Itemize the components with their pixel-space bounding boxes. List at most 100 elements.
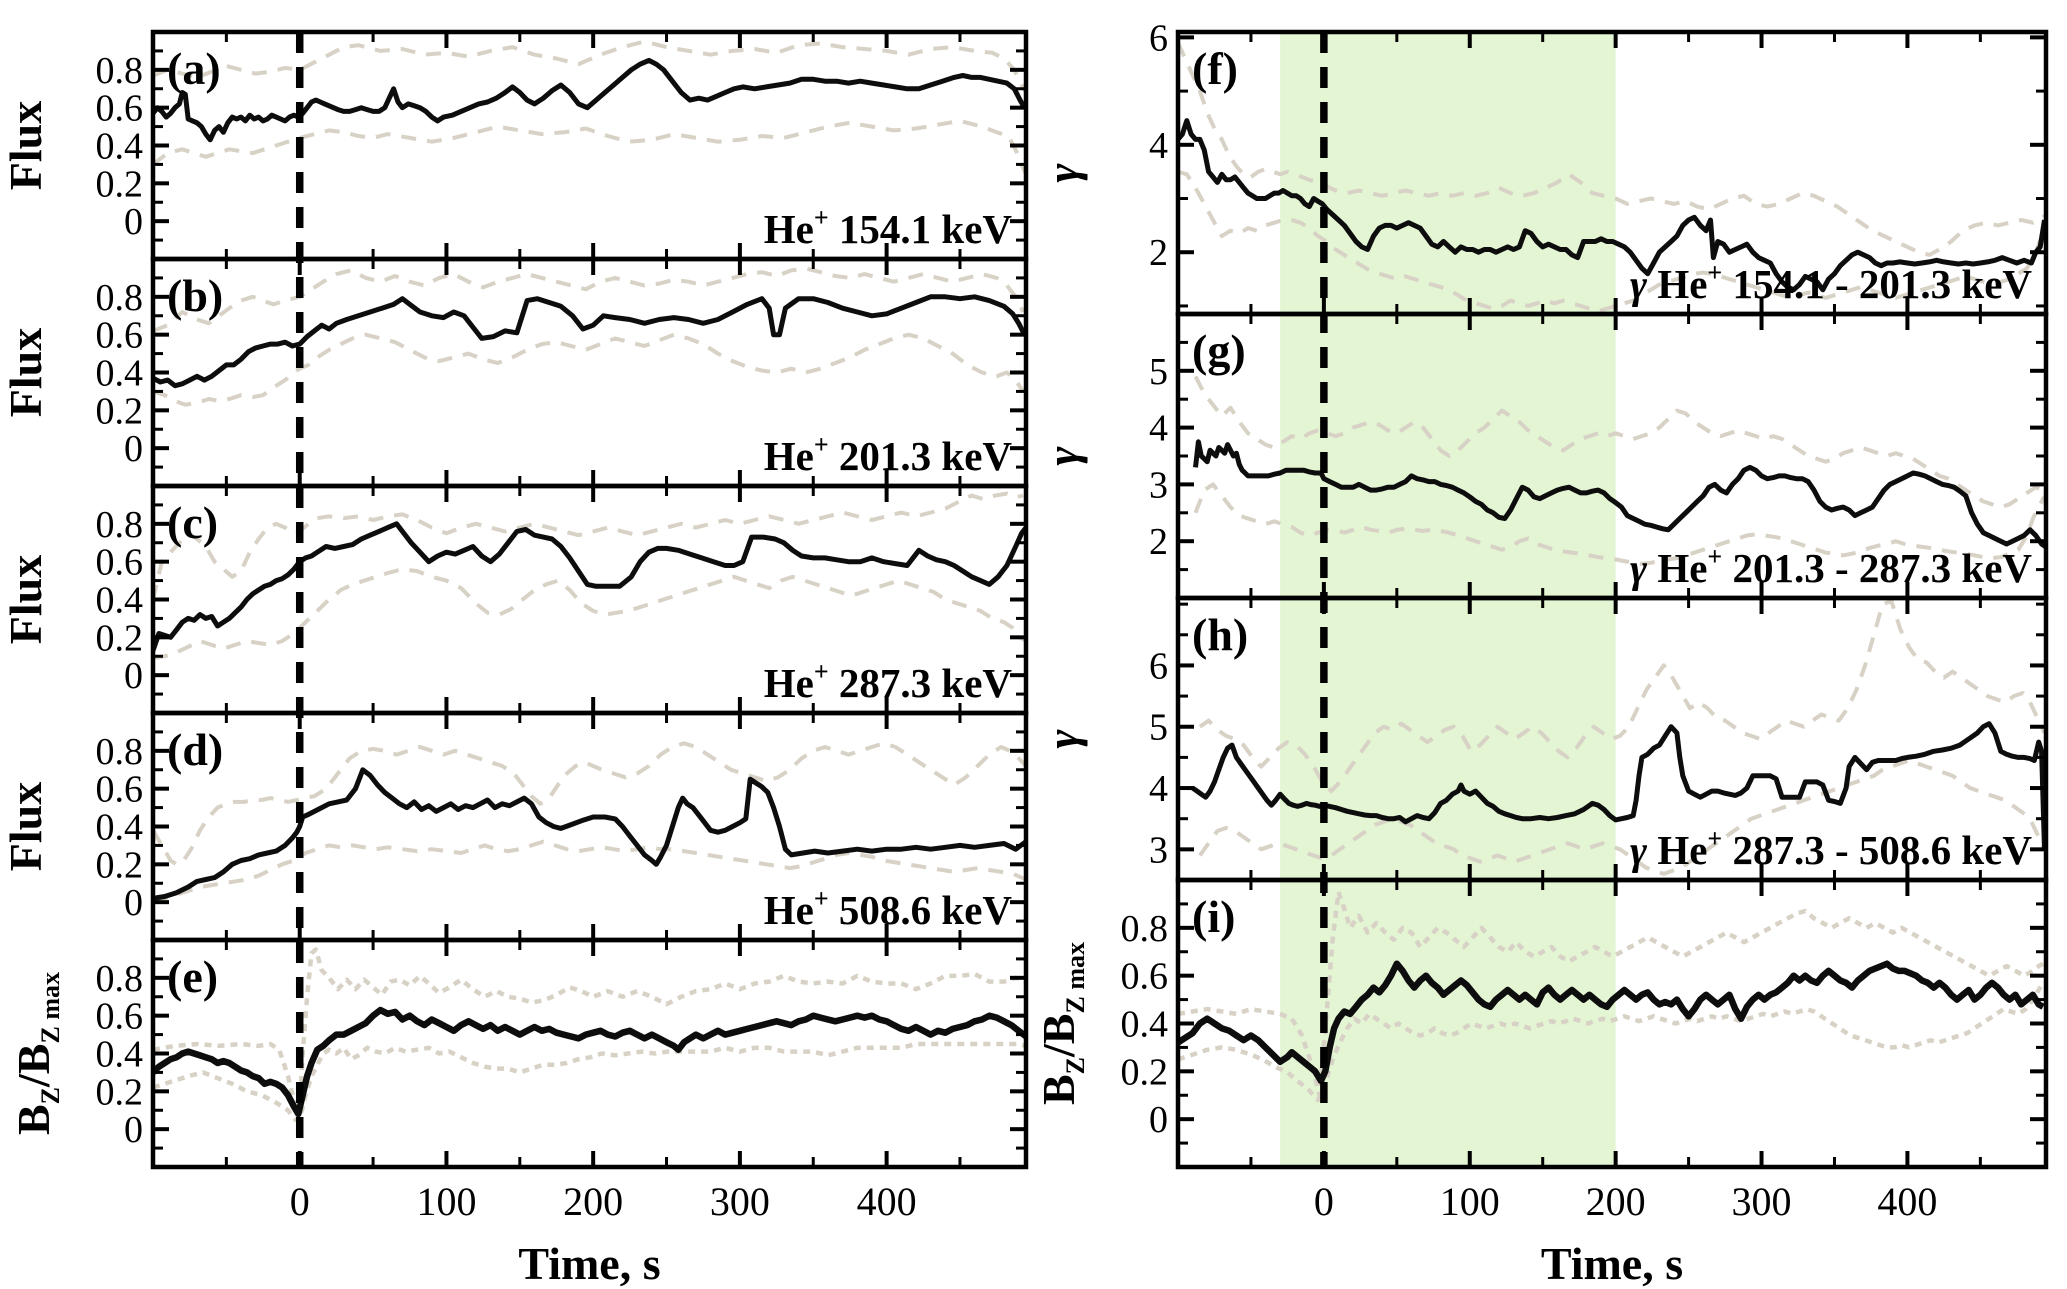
y-tick-label: 0 [124, 882, 143, 924]
channel-label: He+ 508.6 keV [764, 884, 1013, 933]
x-tick-label: 400 [1877, 1179, 1937, 1224]
upper-envelope-line [155, 947, 1024, 1113]
y-tick-label: 2 [1149, 232, 1168, 274]
column-right: 2 4 6 (f) γ He+ 154.1 - 201.3 keV γ 2 3 4 5 (g) γ H… [1033, 17, 2049, 1289]
x-tick-label: 400 [857, 1179, 917, 1224]
upper-envelope-line [155, 741, 1024, 867]
y-tick-label: 3 [1149, 464, 1168, 506]
y-tick-label: 0.8 [96, 504, 144, 546]
y-axis-title: Flux [0, 555, 51, 644]
panel-g: 2 3 4 5 (g) γ He+ 201.3 - 287.3 keV γ [1037, 311, 2049, 601]
y-axis-title: Flux [0, 101, 51, 190]
panel-letter: (i) [1192, 891, 1235, 942]
median-line [1191, 721, 2044, 850]
y-tick-label: 4 [1149, 125, 1168, 167]
upper-envelope-line [155, 39, 1024, 94]
median-line [155, 521, 1024, 652]
y-tick-label: 0.4 [96, 353, 144, 395]
y-tick-label: 0.6 [96, 542, 144, 584]
y-tick-label: 0.4 [96, 126, 144, 168]
y-tick-label: 0.6 [1121, 956, 1169, 998]
x-axis-title: Time, s [518, 1238, 660, 1289]
panel-letter: (b) [167, 270, 223, 321]
y-tick-label: 6 [1149, 17, 1168, 59]
y-tick-label: 5 [1149, 351, 1168, 393]
y-tick-label: 0.6 [96, 769, 144, 811]
panel-g-series [1193, 375, 2044, 566]
panel-e: 00.20.40.60.8 (e) BZ/BZ max [8, 937, 1029, 1170]
median-line [155, 57, 1024, 143]
y-tick-label: 5 [1149, 707, 1168, 749]
panel-c: 00.20.40.60.8 (c) He+ 287.3 keV Flux [0, 483, 1029, 716]
y-tick-label: 0.2 [1121, 1051, 1169, 1093]
lower-envelope-line [1193, 482, 2044, 566]
y-tick-label: 2 [1149, 521, 1168, 563]
y-tick-label: 0.8 [96, 50, 144, 92]
upper-envelope-line [155, 266, 1024, 333]
panel-c-series [155, 491, 1024, 660]
x-axis-title: Time, s [1541, 1238, 1683, 1289]
channel-label: He+ 287.3 keV [764, 657, 1013, 706]
x-tick-label: 300 [1732, 1179, 1792, 1224]
y-axis-title: Flux [0, 782, 51, 871]
y-tick-label: 0.6 [96, 315, 144, 357]
panel-letter: (f) [1192, 43, 1238, 94]
y-tick-label: 0.8 [96, 958, 144, 1000]
y-tick-label: 0.8 [96, 277, 144, 319]
panel-border [150, 937, 1029, 1170]
y-tick-label: 0.2 [96, 617, 144, 659]
channel-label: γ He+ 201.3 - 287.3 keV [1630, 542, 2032, 591]
y-tick-label: 6 [1149, 645, 1168, 687]
y-axis-title: γ [1037, 729, 1088, 749]
y-tick-label: 0.2 [96, 163, 144, 205]
y-axis-title: BZ/BZ max [8, 972, 65, 1135]
x-tick-label: 200 [1586, 1179, 1646, 1224]
lower-envelope-line [155, 1041, 1024, 1122]
panel-letter: (e) [167, 951, 218, 1002]
y-axis-title: BZ/BZ max [1033, 942, 1090, 1105]
y-tick-label: 0 [124, 428, 143, 470]
lower-envelope-line [1180, 170, 2044, 312]
panel-h-series [1191, 600, 2044, 876]
y-tick-label: 4 [1149, 768, 1168, 810]
panel-a: 00.20.40.60.8 (a) He+ 154.1 keV Flux [0, 29, 1029, 262]
panel-e-series [155, 947, 1024, 1122]
x-tick-label: 100 [416, 1179, 476, 1224]
upper-envelope-line [1180, 889, 2044, 1098]
lower-envelope-line [155, 332, 1024, 407]
panel-d-series [155, 741, 1024, 903]
panel-f-series [1180, 42, 2044, 312]
y-axis-title: γ [1037, 446, 1088, 466]
y-tick-label: 0.6 [96, 996, 144, 1038]
upper-envelope-line [1193, 375, 2044, 510]
y-tick-label: 3 [1149, 829, 1168, 871]
x-tick-label: 100 [1440, 1179, 1500, 1224]
y-tick-label: 0.8 [1121, 908, 1169, 950]
y-tick-label: 0.2 [96, 1071, 144, 1113]
upper-envelope-line [1198, 600, 2044, 794]
panel-letter: (c) [167, 497, 218, 548]
y-tick-label: 0.4 [1121, 1004, 1169, 1046]
column-left: 00.20.40.60.8 (a)He+ 154.1 keVFlux00.20.4… [0, 29, 1029, 1289]
panel-b: 00.20.40.60.8 (b) He+ 201.3 keV Flux [0, 256, 1029, 489]
y-tick-label: 0.4 [96, 580, 144, 622]
channel-label: He+ 201.3 keV [764, 430, 1013, 479]
y-tick-label: 0.6 [96, 88, 144, 130]
panel-letter: (h) [1192, 609, 1248, 660]
channel-label: γ He+ 154.1 - 201.3 keV [1630, 258, 2032, 307]
x-tick-label: 0 [290, 1179, 310, 1224]
channel-label: He+ 154.1 keV [764, 203, 1013, 252]
y-tick-label: 0.4 [96, 1034, 144, 1076]
panel-letter: (a) [167, 43, 221, 94]
median-line [1180, 118, 2044, 293]
y-tick-label: 0.8 [96, 731, 144, 773]
panel-letter: (g) [1192, 325, 1246, 376]
panel-d: 00.20.40.60.8 (d) He+ 508.6 keV Flux [0, 710, 1029, 943]
median-line [1193, 439, 2044, 549]
y-tick-label: 0 [124, 655, 143, 697]
y-tick-label: 0.2 [96, 844, 144, 886]
median-line [155, 767, 1024, 901]
y-tick-label: 0 [124, 201, 143, 243]
